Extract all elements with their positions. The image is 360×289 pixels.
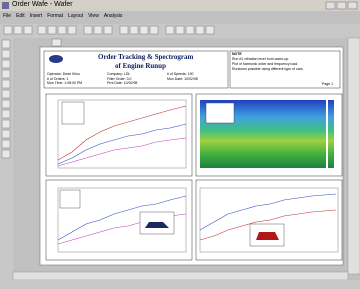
report-subtitle: of Engine Runup — [115, 62, 166, 70]
info-field: Mon Time: 1:08:00 PM — [47, 81, 107, 86]
menu-item[interactable]: Layout — [68, 13, 83, 19]
menu-item[interactable]: Format — [47, 13, 63, 19]
menu-item[interactable]: Insert — [30, 13, 43, 19]
info-field: Prnt Date: 10/02/98 — [107, 81, 167, 86]
menu-item[interactable]: Analysis — [104, 13, 123, 19]
window-title: Order Wafe - Wafer — [12, 1, 73, 8]
menu-item[interactable]: File — [3, 13, 11, 19]
menu-item[interactable]: Edit — [16, 13, 25, 19]
note-line: Rundown possible using different type of… — [232, 67, 304, 72]
info-field: Mon Date: 10/02/98 — [167, 77, 227, 82]
menu-bar: File Edit Insert Format Layout View Analysis — [3, 13, 122, 19]
report-title: Order Tracking & Spectrogram — [98, 53, 193, 61]
menu-item[interactable]: View — [88, 13, 99, 19]
app-window: Order Wafe - Wafer File Edit Insert Format L… — [0, 0, 360, 289]
window-chrome — [0, 0, 360, 289]
page-number: Page 1 — [322, 82, 333, 86]
